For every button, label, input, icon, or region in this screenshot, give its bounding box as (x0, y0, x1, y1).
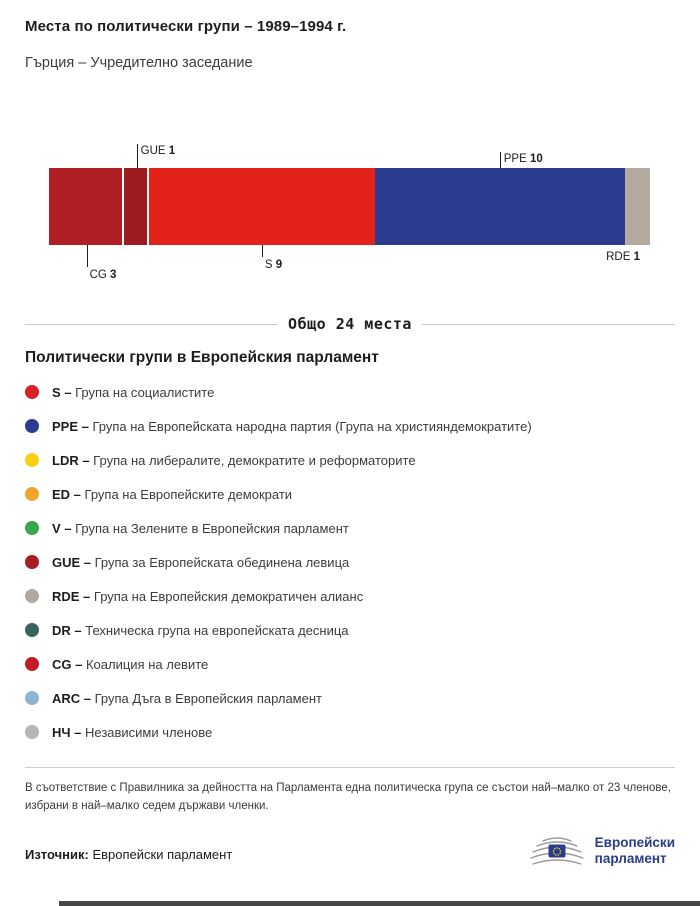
legend-item-5: GUE – Група за Европейската обединена ле… (25, 545, 675, 579)
callout-label-gue: GUE 1 (140, 145, 176, 157)
legend-color-dot-6 (25, 589, 39, 603)
total-seats-label: Общо 24 места (288, 315, 412, 333)
legend-color-dot-5 (25, 555, 39, 569)
callout-label-s: S 9 (264, 259, 283, 271)
legend-item-label: НЧ – Независими членове (52, 724, 213, 740)
legend-item-7: DR – Техническа група на европейската де… (25, 613, 675, 647)
legend-item-label: ED – Група на Европейските демократи (52, 486, 293, 502)
legend-color-dot-0 (25, 385, 39, 399)
legend-item-label: S – Група на социалистите (52, 384, 215, 400)
legend-item-9: ARC – Група Дъга в Европейския парламент (25, 681, 675, 715)
legend-item-6: RDE – Група на Европейския демократичен … (25, 579, 675, 613)
legend-item-0: S – Група на социалистите (25, 375, 675, 409)
divider-right (421, 323, 675, 325)
callout-label-rde: RDE 1 (606, 251, 640, 263)
bar-segment-cg[interactable] (49, 168, 125, 245)
legend-color-dot-10 (25, 725, 39, 739)
legend-item-label: GUE – Група за Европейската обединена ле… (52, 554, 350, 570)
legend-color-dot-2 (25, 453, 39, 467)
source-value: Европейски парламент (92, 846, 233, 862)
callout-line-s (261, 245, 263, 257)
legend-item-label: ARC – Група Дъга в Европейския парламент (52, 690, 322, 706)
page-subtitle: Гърция – Учредително заседание (25, 55, 253, 71)
legend-color-dot-4 (25, 521, 39, 535)
legend-item-label: DR – Техническа група на европейската де… (52, 622, 349, 638)
bar-segment-s[interactable] (149, 168, 375, 245)
ep-hemicycle-icon (529, 836, 584, 865)
legend-item-label: PPE – Група на Европейската народна парт… (52, 418, 532, 434)
legend-item-3: ED – Група на Европейските демократи (25, 477, 675, 511)
footer: Източник: Европейски парламент (25, 830, 675, 872)
legend-item-2: LDR – Група на либералите, демократите и… (25, 443, 675, 477)
footnote: В съответствие с Правилника за дейността… (25, 767, 675, 816)
callout-gue: GUE 1 (136, 135, 175, 168)
legend-color-dot-1 (25, 419, 39, 433)
divider-left (25, 323, 279, 325)
legend-title: Политически групи в Европейския парламен… (25, 349, 379, 366)
ep-logo-text: Европейски парламент (595, 835, 675, 866)
eu-flag-icon (548, 844, 566, 858)
callout-line-gue (136, 144, 138, 168)
callout-line-ppe (499, 152, 501, 168)
callout-rde: RDE 1 (606, 247, 640, 265)
legend-color-dot-8 (25, 657, 39, 671)
ep-logo: Европейски парламент (527, 830, 675, 872)
bar-segment-ppe[interactable] (374, 168, 625, 245)
bar-segment-gue[interactable] (124, 168, 150, 245)
legend-color-dot-3 (25, 487, 39, 501)
legend-item-4: V – Група на Зелените в Европейския парл… (25, 511, 675, 545)
callout-ppe: PPE 10 (499, 135, 543, 168)
source-label: Източник: (25, 846, 89, 862)
ep-logo-line2: парламент (594, 850, 667, 866)
seat-bar (49, 168, 650, 245)
bar-segment-rde[interactable] (624, 168, 650, 245)
legend-item-8: CG – Коалиция на левите (25, 647, 675, 681)
callout-label-ppe: PPE 10 (503, 153, 543, 165)
legend-item-label: LDR – Група на либералите, демократите и… (52, 452, 416, 468)
legend-item-label: CG – Коалиция на левите (52, 656, 209, 672)
legend-color-dot-7 (25, 623, 39, 637)
total-row: Общо 24 места (25, 315, 675, 333)
page-title: Места по политически групи – 1989–1994 г… (25, 18, 347, 35)
chart-area: CG 3 GUE 1 S 9 PPE 10 RDE 1 (49, 135, 650, 285)
source-line: Източник: Европейски парламент (25, 847, 232, 862)
bottom-strip (59, 901, 700, 906)
legend-item-1: PPE – Група на Европейската народна парт… (25, 409, 675, 443)
legend-item-label: V – Група на Зелените в Европейския парл… (52, 520, 349, 536)
legend-item-label: RDE – Група на Европейския демократичен … (52, 588, 364, 604)
callout-line-cg (86, 245, 88, 267)
callout-label-cg: CG 3 (89, 269, 117, 281)
legend-item-10: НЧ – Независими членове (25, 715, 675, 749)
ep-logo-line1: Европейски (594, 835, 675, 851)
legend-list: S – Група на социалистите PPE – Група на … (25, 375, 675, 749)
legend-color-dot-9 (25, 691, 39, 705)
page: Места по политически групи – 1989–1994 г… (0, 18, 700, 906)
